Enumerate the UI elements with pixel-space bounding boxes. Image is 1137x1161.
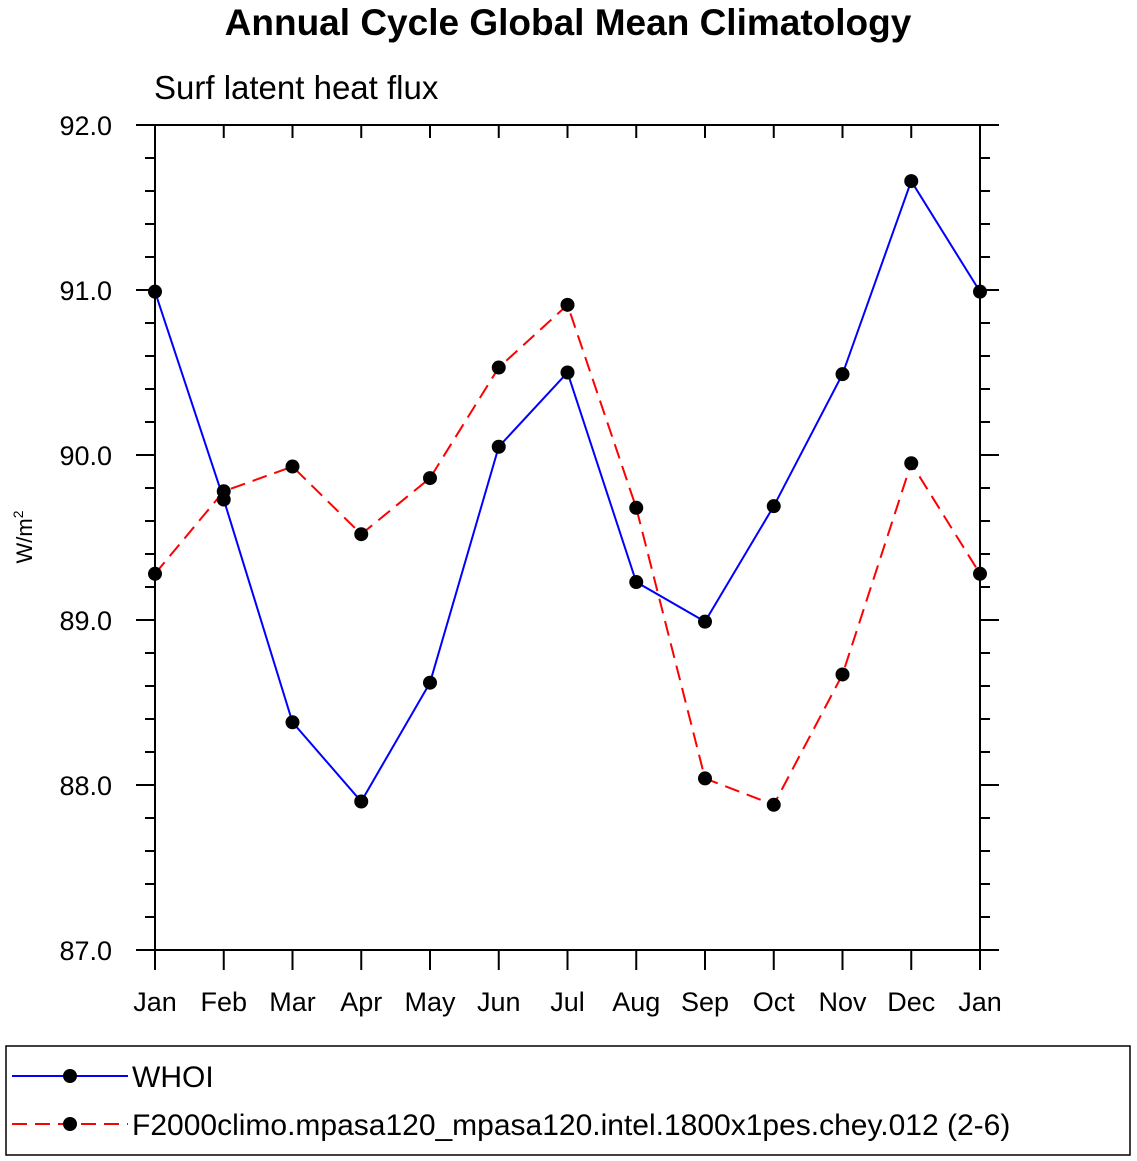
series-2-point xyxy=(148,566,162,581)
series-2-point xyxy=(491,360,506,375)
x-tick-label: Jun xyxy=(477,987,521,1017)
series-2-point xyxy=(354,527,369,542)
tick-labels: 87.0 88.0 89.0 90.0 91.0 92.0 Jan Feb Mar Apr May J… xyxy=(59,111,1001,1017)
x-tick-label: Dec xyxy=(887,987,935,1017)
y-tick-label: 90.0 xyxy=(59,441,112,471)
series-1-point xyxy=(629,575,644,590)
x-tick-label: Aug xyxy=(612,987,660,1017)
x-tick-label: Jan xyxy=(133,987,177,1017)
series-2-point xyxy=(698,771,712,786)
series-1-point xyxy=(148,284,162,299)
y-tick-label: 92.0 xyxy=(59,111,112,141)
series-line-1 xyxy=(154,178,981,804)
series-2-point xyxy=(216,484,231,499)
x-tick-label: Sep xyxy=(681,987,729,1017)
legend-marker xyxy=(63,1069,77,1083)
y-tick-label: 91.0 xyxy=(59,276,112,306)
x-tick-label: Nov xyxy=(818,987,867,1017)
series-2-point xyxy=(973,566,987,581)
legend-label: F2000climo.mpasa120_mpasa120.intel.1800x… xyxy=(132,1109,1010,1142)
legend-marker xyxy=(63,1117,77,1131)
y-axis-label: W/m2 xyxy=(10,510,37,563)
x-tick-label: May xyxy=(404,987,456,1017)
x-tick-label: Mar xyxy=(269,987,316,1017)
legend-item-1: WHOI xyxy=(12,1061,214,1094)
series-1-point xyxy=(766,499,781,514)
series-2-point xyxy=(423,471,437,486)
series-1-point xyxy=(973,284,987,299)
x-tick-label: Feb xyxy=(200,987,247,1017)
series-1-point xyxy=(285,715,300,730)
plot-frame xyxy=(154,124,981,951)
series-2-point xyxy=(560,297,575,312)
series-2-point xyxy=(285,459,300,474)
y-tick-label: 89.0 xyxy=(59,606,112,636)
series-2-point xyxy=(835,667,850,682)
series-line-2 xyxy=(154,303,981,807)
y-axis-label-superscript: 2 xyxy=(10,510,26,518)
y-tick-label: 88.0 xyxy=(59,771,112,801)
legend-label: WHOI xyxy=(132,1061,214,1094)
x-tick-label: Jul xyxy=(550,987,585,1017)
series-1-point xyxy=(560,365,575,380)
legend-box xyxy=(5,1045,1131,1156)
series-1-point xyxy=(423,675,437,690)
axis-ticks xyxy=(136,124,999,970)
series-2-point xyxy=(904,456,919,471)
series-1-point xyxy=(491,439,506,454)
series-1-point xyxy=(835,367,850,382)
chart-title: Annual Cycle Global Mean Climatology xyxy=(225,2,912,43)
series-1-point xyxy=(904,174,919,189)
x-tick-label: Oct xyxy=(753,987,796,1017)
legend: WHOI F2000climo.mpasa120_mpasa120.intel.1… xyxy=(5,1045,1131,1156)
y-tick-label: 87.0 xyxy=(59,936,112,966)
series-1-point xyxy=(698,614,712,629)
series-layer xyxy=(148,174,987,812)
series-1-point xyxy=(354,794,369,809)
svg-text:W/m2: W/m2 xyxy=(10,510,37,563)
x-tick-label: Jan xyxy=(958,987,1002,1017)
series-2-point xyxy=(629,500,644,515)
x-tick-label: Apr xyxy=(340,987,382,1017)
series-2-point xyxy=(766,797,781,812)
y-axis-label-text: W/m xyxy=(12,518,37,563)
legend-item-2: F2000climo.mpasa120_mpasa120.intel.1800x… xyxy=(12,1109,1010,1142)
chart-subtitle: Surf latent heat flux xyxy=(154,69,439,106)
